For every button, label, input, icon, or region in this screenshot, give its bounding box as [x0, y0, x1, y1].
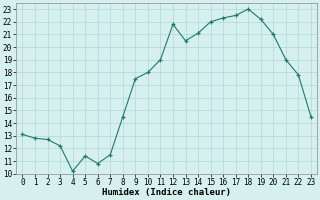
X-axis label: Humidex (Indice chaleur): Humidex (Indice chaleur) [102, 188, 231, 197]
